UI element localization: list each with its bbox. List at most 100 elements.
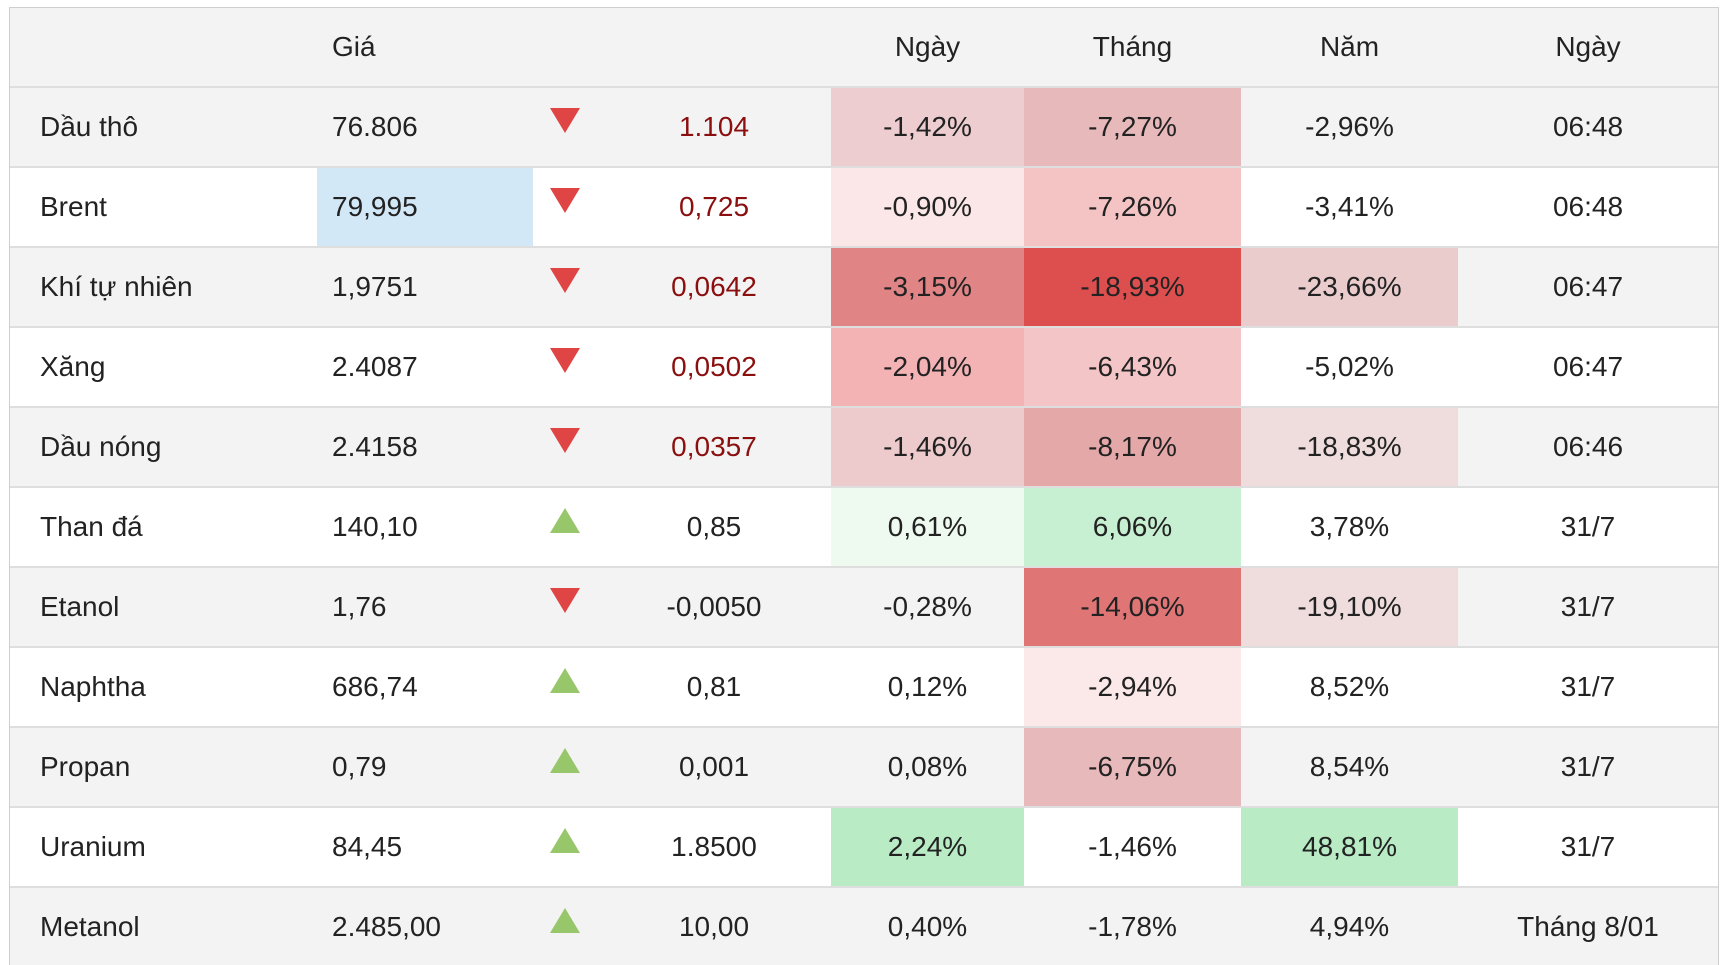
change-cell: 0,81 (597, 647, 831, 728)
change-cell: 0,0357 (597, 407, 831, 488)
commodity-name[interactable]: Propan (10, 727, 317, 808)
change-cell: 0,725 (597, 167, 831, 248)
triangle-down-icon (550, 428, 580, 454)
price-cell: 1,9751 (317, 247, 533, 328)
triangle-up-icon (550, 668, 580, 694)
year-change-cell: 8,52% (1241, 647, 1458, 728)
commodity-name[interactable]: Dầu thô (10, 87, 317, 168)
direction-indicator (533, 247, 597, 328)
price-cell: 1,76 (317, 567, 533, 648)
table-row[interactable]: Dầu nóng 2.4158 0,0357 -1,46% -8,17% -18,83% 0… (10, 407, 1718, 488)
triangle-down-icon (550, 588, 580, 614)
month-change-cell: 6,06% (1024, 487, 1241, 568)
commodity-name[interactable]: Xăng (10, 327, 317, 408)
month-change-cell: -7,26% (1024, 167, 1241, 248)
table-row[interactable]: Khí tự nhiên 1,9751 0,0642 -3,15% -18,93% -23… (10, 247, 1718, 328)
direction-indicator (533, 887, 597, 965)
year-change-cell: 3,78% (1241, 487, 1458, 568)
commodity-name[interactable]: Naphtha (10, 647, 317, 728)
table-row[interactable]: Brent 79,995 0,725 -0,90% -7,26% -3,41% 06:48 (10, 167, 1718, 248)
year-change-cell: 4,94% (1241, 887, 1458, 965)
change-cell: 0,001 (597, 727, 831, 808)
month-change-cell: -6,43% (1024, 327, 1241, 408)
price-cell: 140,10 (317, 487, 533, 568)
day-change-cell: 0,61% (831, 487, 1024, 568)
price-cell: 79,995 (317, 167, 533, 248)
header-month-change[interactable]: Tháng (1024, 8, 1241, 88)
triangle-up-icon (550, 508, 580, 534)
header-year-change[interactable]: Năm (1241, 8, 1458, 88)
year-change-cell: -19,10% (1241, 567, 1458, 648)
triangle-up-icon (550, 748, 580, 774)
triangle-down-icon (550, 268, 580, 294)
price-cell: 2.4087 (317, 327, 533, 408)
table-row[interactable]: Xăng 2.4087 0,0502 -2,04% -6,43% -5,02% 06:47 (10, 327, 1718, 408)
time-cell: 06:48 (1458, 167, 1718, 248)
table-row[interactable]: Dầu thô 76.806 1.104 -1,42% -7,27% -2,96% 06:4… (10, 87, 1718, 168)
day-change-cell: 0,40% (831, 887, 1024, 965)
table-row[interactable]: Uranium 84,45 1.8500 2,24% -1,46% 48,81% 31/7 (10, 807, 1718, 888)
price-cell: 76.806 (317, 87, 533, 168)
table-row[interactable]: Metanol 2.485,00 10,00 0,40% -1,78% 4,94% Thán… (10, 887, 1718, 965)
commodity-name[interactable]: Than đá (10, 487, 317, 568)
time-cell: 06:46 (1458, 407, 1718, 488)
change-cell: 0,85 (597, 487, 831, 568)
commodity-name[interactable]: Dầu nóng (10, 407, 317, 488)
day-change-cell: 0,08% (831, 727, 1024, 808)
energy-prices-table: Giá Ngày Tháng Năm Ngày Dầu thô 76.806 1.1… (9, 7, 1719, 965)
day-change-cell: -3,15% (831, 247, 1024, 328)
commodity-name[interactable]: Khí tự nhiên (10, 247, 317, 328)
header-day-change[interactable]: Ngày (831, 8, 1024, 88)
table-row[interactable]: Than đá 140,10 0,85 0,61% 6,06% 3,78% 31/7 (10, 487, 1718, 568)
commodity-name[interactable]: Metanol (10, 887, 317, 965)
price-cell: 2.4158 (317, 407, 533, 488)
day-change-cell: 2,24% (831, 807, 1024, 888)
change-cell: 0,0502 (597, 327, 831, 408)
change-cell: 1.104 (597, 87, 831, 168)
direction-indicator (533, 487, 597, 568)
direction-indicator (533, 807, 597, 888)
header-name (10, 8, 317, 88)
price-cell: 0,79 (317, 727, 533, 808)
time-cell: 31/7 (1458, 807, 1718, 888)
time-cell: 31/7 (1458, 647, 1718, 728)
day-change-cell: -2,04% (831, 327, 1024, 408)
direction-indicator (533, 87, 597, 168)
direction-indicator (533, 167, 597, 248)
change-cell: -0,0050 (597, 567, 831, 648)
change-cell: 1.8500 (597, 807, 831, 888)
day-change-cell: -1,46% (831, 407, 1024, 488)
year-change-cell: 48,81% (1241, 807, 1458, 888)
triangle-up-icon (550, 828, 580, 854)
time-cell: 06:48 (1458, 87, 1718, 168)
header-date[interactable]: Ngày (1458, 8, 1718, 88)
day-change-cell: -1,42% (831, 87, 1024, 168)
month-change-cell: -1,46% (1024, 807, 1241, 888)
direction-indicator (533, 727, 597, 808)
time-cell: Tháng 8/01 (1458, 887, 1718, 965)
header-change (597, 8, 831, 88)
direction-indicator (533, 407, 597, 488)
month-change-cell: -18,93% (1024, 247, 1241, 328)
commodity-name[interactable]: Etanol (10, 567, 317, 648)
year-change-cell: -23,66% (1241, 247, 1458, 328)
month-change-cell: -6,75% (1024, 727, 1241, 808)
change-cell: 0,0642 (597, 247, 831, 328)
table-row[interactable]: Propan 0,79 0,001 0,08% -6,75% 8,54% 31/7 (10, 727, 1718, 808)
price-cell: 84,45 (317, 807, 533, 888)
day-change-cell: -0,90% (831, 167, 1024, 248)
month-change-cell: -2,94% (1024, 647, 1241, 728)
header-direction (533, 8, 597, 88)
change-cell: 10,00 (597, 887, 831, 965)
commodity-name[interactable]: Uranium (10, 807, 317, 888)
month-change-cell: -1,78% (1024, 887, 1241, 965)
triangle-down-icon (550, 348, 580, 374)
table-row[interactable]: Naphtha 686,74 0,81 0,12% -2,94% 8,52% 31/7 (10, 647, 1718, 728)
year-change-cell: -18,83% (1241, 407, 1458, 488)
table-row[interactable]: Etanol 1,76 -0,0050 -0,28% -14,06% -19,10% 31/… (10, 567, 1718, 648)
commodity-name[interactable]: Brent (10, 167, 317, 248)
time-cell: 06:47 (1458, 247, 1718, 328)
header-price[interactable]: Giá (317, 8, 533, 88)
triangle-up-icon (550, 908, 580, 934)
direction-indicator (533, 327, 597, 408)
